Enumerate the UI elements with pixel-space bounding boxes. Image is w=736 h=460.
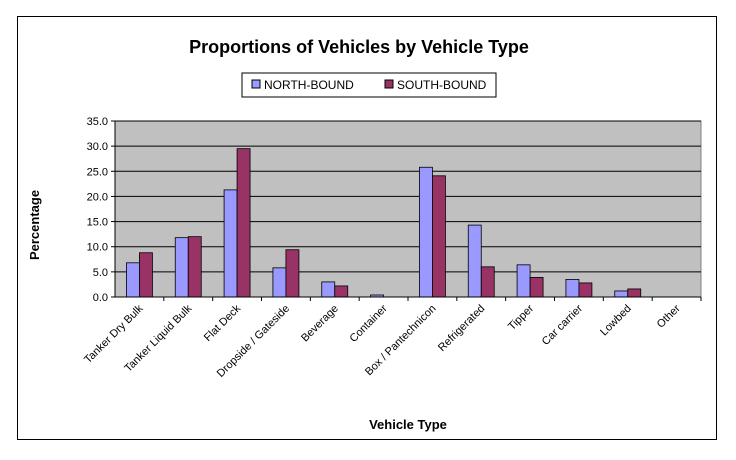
chart-title: Proportions of Vehicles by Vehicle Type (189, 37, 529, 57)
bar-north (614, 290, 629, 298)
bar-north (126, 262, 140, 298)
chart-svg: Proportions of Vehicles by Vehicle Type … (27, 37, 702, 432)
bar-south (285, 249, 300, 298)
bar-south (187, 236, 202, 298)
plot-area (114, 120, 702, 298)
legend-label-south: SOUTH-BOUND (397, 78, 487, 92)
bar-north (272, 267, 287, 298)
y-tick-label: 35.0 (87, 116, 108, 128)
legend: NORTH-BOUND SOUTH-BOUND (241, 72, 497, 98)
x-tick-label: Other (655, 302, 683, 330)
bar-north (467, 224, 482, 298)
y-axis-title: Percentage (27, 190, 42, 260)
y-tick-label: 30.0 (87, 141, 108, 153)
y-tick-label: 5.0 (93, 267, 108, 279)
bars (126, 148, 642, 298)
bar-south (139, 252, 153, 298)
y-tick-labels: 0.0 5.0 10.0 15.0 20.0 25.0 30.0 35.0 (87, 116, 108, 304)
y-tick-label: 15.0 (87, 217, 108, 229)
bar-south (432, 175, 446, 298)
gridlines (115, 120, 701, 273)
bar-north (516, 264, 531, 298)
x-axis-title: Vehicle Type (369, 417, 447, 432)
x-tick-label: Tipper (506, 302, 536, 332)
bar-south (334, 285, 349, 298)
bar-south (627, 288, 642, 298)
x-tick-label: Container (347, 302, 389, 344)
x-tick-label: Lowbed (598, 303, 634, 339)
bar-south (480, 266, 495, 298)
bar-north (174, 237, 189, 298)
y-tick-label: 10.0 (87, 242, 108, 254)
y-tick-label: 25.0 (87, 166, 108, 178)
legend-label-north: NORTH-BOUND (264, 78, 354, 92)
axes (111, 120, 702, 301)
legend-swatch-south (384, 79, 394, 89)
bar-north (565, 278, 580, 298)
bar-south (529, 276, 544, 298)
bar-south (578, 282, 593, 298)
bar-north (321, 281, 336, 298)
legend-box (241, 72, 497, 98)
bar-south (236, 148, 251, 298)
bar-north (223, 189, 238, 298)
y-tick-label: 20.0 (87, 191, 108, 203)
bar-north (419, 166, 433, 298)
x-tick-label: Beverage (299, 303, 341, 345)
x-tick-label: Refrigerated (436, 303, 487, 354)
x-tick-label: Car carrier (540, 302, 585, 347)
x-tick-label: Flat Deck (202, 302, 244, 344)
y-tick-label: 0.0 (93, 292, 108, 304)
chart-frame: Proportions of Vehicles by Vehicle Type … (17, 16, 717, 440)
legend-swatch-north (251, 79, 261, 89)
